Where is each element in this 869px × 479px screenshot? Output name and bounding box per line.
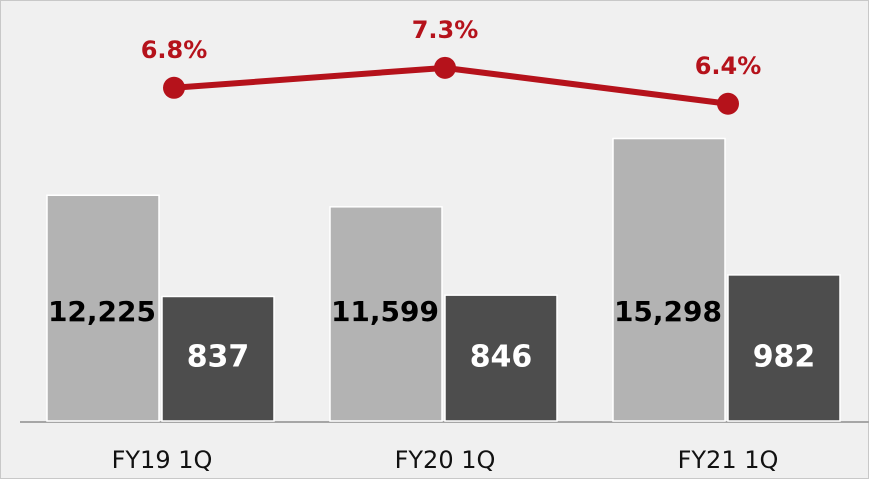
x-tick-label: FY21 1Q	[678, 446, 779, 474]
bar	[727, 274, 841, 422]
line-point	[434, 56, 456, 79]
bar-value-label: 12,225	[48, 295, 156, 328]
x-tick-label: FY20 1Q	[395, 446, 496, 474]
bar	[444, 294, 558, 422]
line-value-label: 6.8%	[141, 36, 208, 64]
line-point	[163, 76, 185, 99]
bar	[46, 194, 160, 422]
x-tick-label: FY19 1Q	[112, 446, 213, 474]
bar-value-label: 15,298	[614, 295, 722, 328]
bar-value-label: 11,599	[331, 295, 439, 328]
bar	[612, 137, 726, 422]
bar-value-label: 846	[470, 340, 533, 375]
line-value-label: 7.3%	[412, 16, 479, 44]
bar-value-label: 982	[753, 340, 816, 375]
bar-value-label: 837	[187, 340, 250, 375]
line-point	[717, 92, 739, 115]
line-value-label: 6.4%	[695, 52, 762, 80]
bar	[161, 295, 275, 422]
bar	[329, 206, 443, 422]
